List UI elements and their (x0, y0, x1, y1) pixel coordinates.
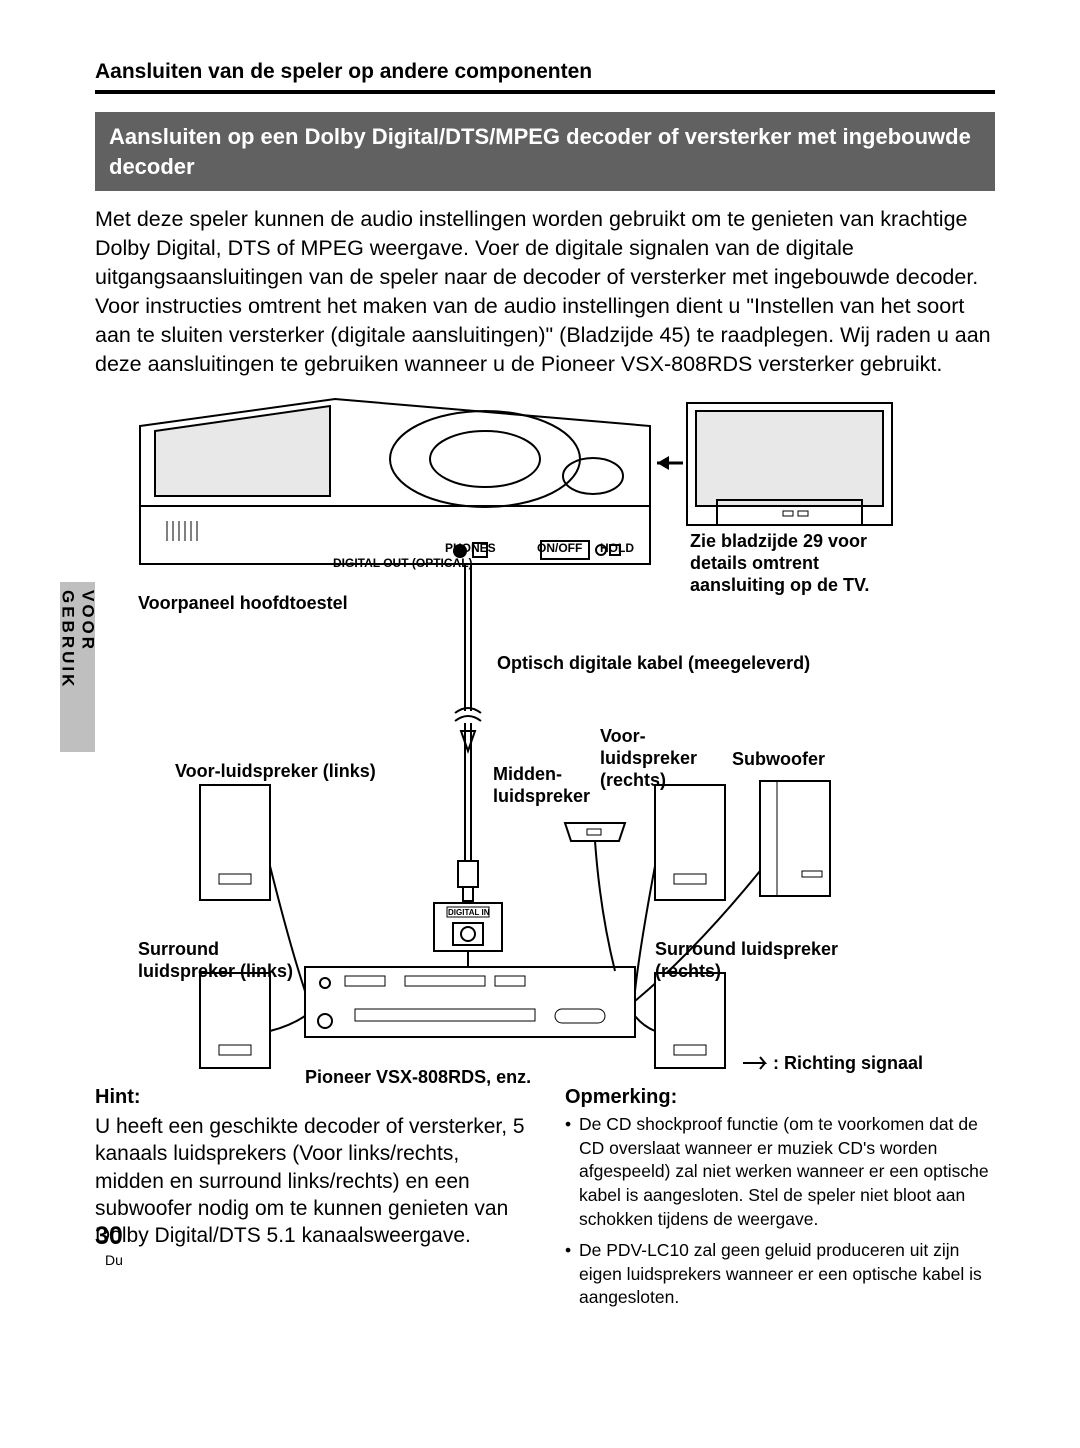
label-front-panel: Voorpaneel hoofdtoestel (138, 593, 348, 615)
label-front-right: Voor-luidspreker (rechts) (600, 726, 720, 791)
label-onoff: ON/OFF (537, 541, 582, 555)
label-surround-right: Surround luidspreker (rechts) (655, 939, 855, 982)
sidebar-tab-label: VOOR GEBRUIK (58, 590, 98, 752)
hint-text: U heeft een geschikte decoder of verster… (95, 1113, 525, 1249)
label-center: Midden-luidspreker (493, 764, 603, 807)
page-content: Aansluiten van de speler op andere compo… (95, 60, 995, 1111)
note-column: Opmerking: De CD shockproof functie (om … (565, 1086, 995, 1318)
label-signal-direction: : Richting signaal (773, 1053, 923, 1075)
note-item: De PDV-LC10 zal geen geluid produceren u… (565, 1239, 995, 1310)
note-heading: Opmerking: (565, 1086, 995, 1109)
banner-heading: Aansluiten op een Dolby Digital/DTS/MPEG… (95, 112, 995, 191)
intro-paragraph: Met deze speler kunnen de audio instelli… (95, 205, 995, 379)
connection-diagram: PHONES ON/OFF HOLD DIGITAL OUT (OPTICAL)… (95, 391, 995, 1111)
language-code: Du (105, 1252, 123, 1268)
label-hold: HOLD (600, 541, 634, 555)
label-tv-note: Zie bladzijde 29 voor details omtrent aa… (690, 531, 910, 596)
bottom-columns: Hint: U heeft een geschikte decoder of v… (95, 1086, 995, 1318)
sidebar-tab: VOOR GEBRUIK (60, 582, 95, 752)
hint-column: Hint: U heeft een geschikte decoder of v… (95, 1086, 525, 1318)
label-front-left: Voor-luidspreker (links) (175, 761, 376, 783)
note-list: De CD shockproof functie (om te voorkome… (565, 1113, 995, 1310)
page-number: 30 (95, 1222, 123, 1251)
label-optical-cable: Optisch digitale kabel (meegeleverd) (497, 653, 810, 675)
note-item: De CD shockproof functie (om te voorkome… (565, 1113, 995, 1231)
label-surround-left: Surround luidspreker (links) (138, 939, 318, 982)
label-subwoofer: Subwoofer (732, 749, 825, 771)
label-digital-in: DIGITAL IN (448, 908, 489, 918)
label-digital-out: DIGITAL OUT (OPTICAL) (333, 556, 473, 570)
label-phones: PHONES (445, 541, 496, 555)
hint-heading: Hint: (95, 1086, 525, 1109)
diagram-svg (95, 391, 995, 1111)
section-heading: Aansluiten van de speler op andere compo… (95, 60, 995, 94)
